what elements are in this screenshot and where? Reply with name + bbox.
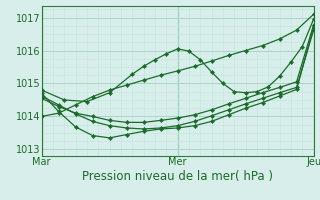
X-axis label: Pression niveau de la mer( hPa ): Pression niveau de la mer( hPa ) [82, 170, 273, 183]
